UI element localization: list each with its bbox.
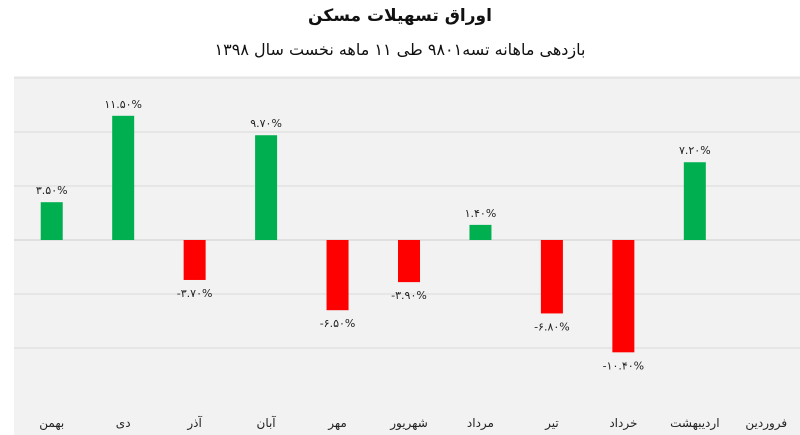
data-label: ۱۱.۵۰% xyxy=(104,98,142,111)
x-tick-label: شهریور xyxy=(389,416,428,431)
x-tick-label: اردیبهشت xyxy=(670,416,719,431)
x-tick-label: آبان xyxy=(257,415,277,430)
x-tick-label: مهر xyxy=(327,416,347,431)
data-label: -۳.۹۰% xyxy=(391,289,427,302)
data-label: -۶.۸۰% xyxy=(534,320,570,333)
data-label: ۹.۷۰% xyxy=(250,117,282,130)
x-tick-label: دی xyxy=(116,416,131,430)
bar xyxy=(612,240,635,353)
data-label: ۱.۴۰% xyxy=(465,207,497,220)
data-label: -۶.۵۰% xyxy=(320,317,356,330)
bar xyxy=(255,135,278,240)
bar xyxy=(398,240,420,283)
x-tick-label: مرداد xyxy=(467,416,494,431)
x-tick-label: خرداد xyxy=(609,416,637,431)
bar xyxy=(183,240,206,280)
data-label: -۱۰.۴۰% xyxy=(603,359,645,372)
bar xyxy=(112,115,135,240)
x-tick-label: فروردین xyxy=(745,416,787,431)
chart-title: اوراق تسهیلات مسکن xyxy=(308,6,492,26)
bar xyxy=(469,224,492,240)
bar xyxy=(683,162,706,240)
bar xyxy=(40,202,63,240)
data-label: -۳.۷۰% xyxy=(177,287,213,300)
x-tick-label: تیر xyxy=(544,416,559,431)
bar xyxy=(540,240,563,314)
data-label: ۷.۲۰% xyxy=(679,144,711,157)
bar xyxy=(326,240,349,311)
data-label: ۳.۵۰% xyxy=(36,184,68,197)
chart-subtitle: بازدهی ماهانه تسه۹۸۰۱ طی ۱۱ ماهه نخست سا… xyxy=(214,40,586,59)
x-tick-label: بهمن xyxy=(39,416,64,431)
x-tick-label: آذر xyxy=(186,415,202,431)
